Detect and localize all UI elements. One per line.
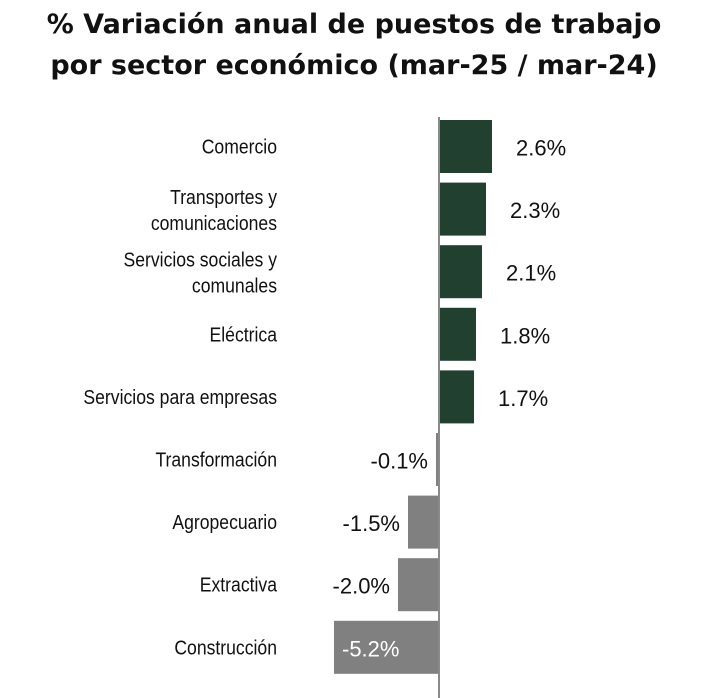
category-label: Transportes y [170,186,277,208]
category-label: comunicaciones [151,212,277,234]
category-label: Servicios para empresas [83,386,277,408]
value-label: -0.1% [371,449,428,474]
chart-title: % Variación anual de puestos de trabajo … [0,4,708,86]
category-label: Transformación [155,448,277,470]
chart-title-line-1: % Variación anual de puestos de trabajo [46,9,662,40]
bar [440,120,492,173]
bar [440,370,474,424]
category-label: Extractiva [200,574,278,596]
value-label: 2.6% [516,136,566,161]
bar [440,307,476,361]
category-label: Agropecuario [172,511,277,533]
bar [440,182,486,236]
category-label: Construcción [174,636,277,658]
bar [334,620,438,674]
category-label: Comercio [202,135,277,157]
value-label: -1.5% [343,511,400,536]
category-label: Eléctrica [210,323,278,345]
chart-title-line-2: por sector económico (mar-25 / mar-24) [50,50,658,81]
category-label: comunales [192,275,277,297]
value-label: -2.0% [333,574,390,599]
category-label: Servicios sociales y [124,249,278,271]
value-label: 2.3% [510,198,560,223]
value-label: 1.7% [498,386,548,411]
value-label: 1.8% [500,323,550,348]
value-label: -5.2% [342,636,399,661]
bar [440,245,482,299]
bar [398,558,438,612]
bar [408,495,438,549]
bar [436,433,439,486]
value-label: 2.1% [506,261,556,286]
